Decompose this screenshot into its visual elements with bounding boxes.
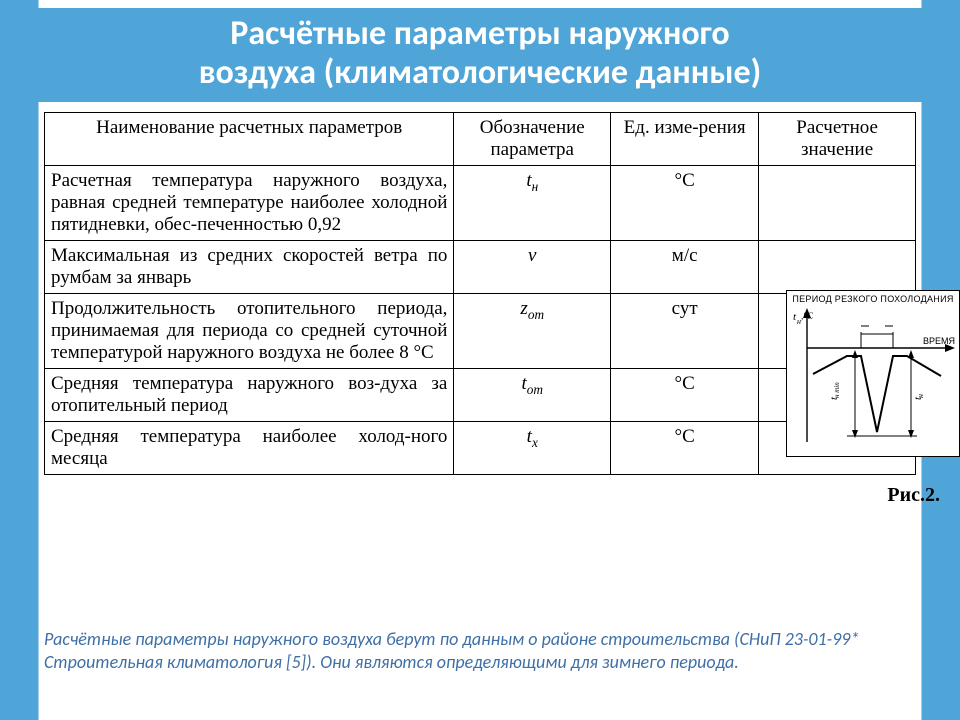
cell-name: Расчетная температура наружного воздуха,… xyxy=(45,166,454,241)
cell-symbol: tот xyxy=(454,369,611,422)
cell-symbol: v xyxy=(454,241,611,294)
cell-symbol: zот xyxy=(454,294,611,369)
cell-unit: °С xyxy=(611,369,759,422)
cell-unit: °С xyxy=(611,166,759,241)
figure-caption: Рис.2. xyxy=(887,484,940,507)
cell-value xyxy=(759,241,916,294)
svg-text:н: н xyxy=(916,394,925,398)
cell-unit: м/с xyxy=(611,241,759,294)
title-line-2: воздуха (климатологические данные) xyxy=(199,52,762,93)
svg-text:ВРЕМЯ: ВРЕМЯ xyxy=(923,336,955,346)
table-row: Средняя температура наружного воз-духа з… xyxy=(45,369,916,422)
cell-value xyxy=(759,166,916,241)
header-unit: Ед. изме-рения xyxy=(611,113,759,166)
figure-inset: ПЕРИОД РЕЗКОГО ПОХОЛОДАНИЯ t xyxy=(786,290,960,457)
cell-symbol: tн xyxy=(454,166,611,241)
title-block: Расчётные параметры наружного воздуха (к… xyxy=(38,8,922,102)
header-value: Расчетное значение xyxy=(759,113,916,166)
svg-text:н min: н min xyxy=(833,382,841,398)
title-line-1: Расчётные параметры наружного xyxy=(230,13,729,54)
svg-text:,°С: ,°С xyxy=(801,311,814,321)
slide: Расчётные параметры наружного воздуха (к… xyxy=(0,0,960,720)
table-header-row: Наименование расчетных параметров Обозна… xyxy=(45,113,916,166)
figure-top-label: ПЕРИОД РЕЗКОГО ПОХОЛОДАНИЯ xyxy=(789,295,957,304)
cell-unit: сут xyxy=(611,294,759,369)
cell-name: Максимальная из средних скоростей ветра … xyxy=(45,241,454,294)
cell-name: Продолжительность отопительного периода,… xyxy=(45,294,454,369)
cell-name: Средняя температура наиболее холод-ного … xyxy=(45,422,454,475)
header-name: Наименование расчетных параметров xyxy=(45,113,454,166)
cell-name: Средняя температура наружного воз-духа з… xyxy=(45,369,454,422)
table-row: Средняя температура наиболее холод-ного … xyxy=(45,422,916,475)
temperature-dip-graph-icon: t н ,°С ВРЕМЯ t н min t н xyxy=(789,304,957,454)
cell-unit: °С xyxy=(611,422,759,475)
slide-title: Расчётные параметры наружного воздуха (к… xyxy=(48,14,912,92)
header-symbol: Обозначение параметра xyxy=(454,113,611,166)
cell-symbol: tх xyxy=(454,422,611,475)
table-row: Продолжительность отопительного периода,… xyxy=(45,294,916,369)
table-row: Расчетная температура наружного воздуха,… xyxy=(45,166,916,241)
table-row: Максимальная из средних скоростей ветра … xyxy=(45,241,916,294)
footnote-text: Расчётные параметры наружного воздуха бе… xyxy=(44,628,916,673)
